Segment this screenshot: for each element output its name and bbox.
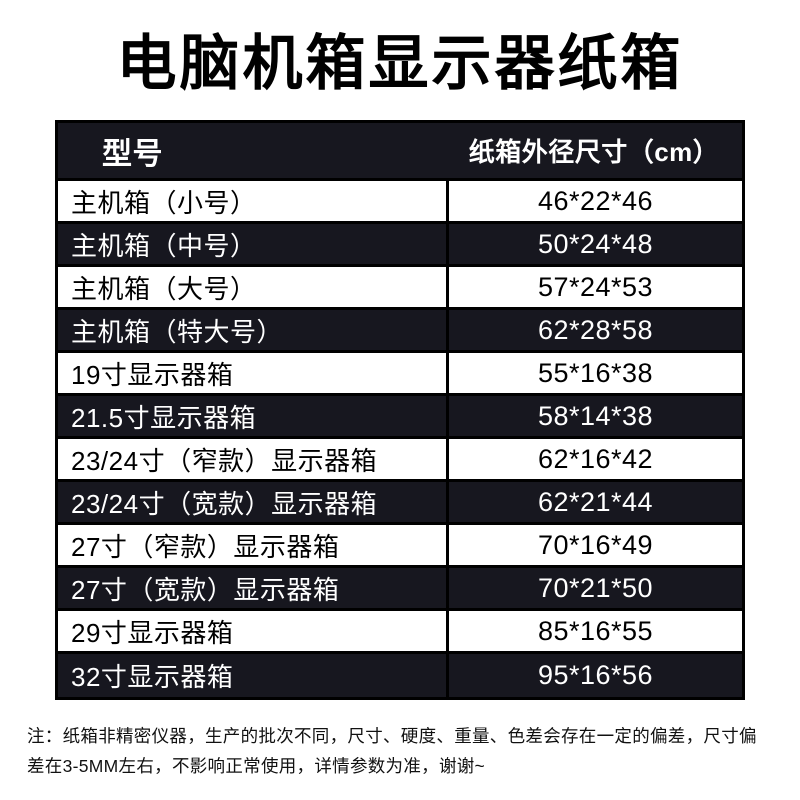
table-row: 19寸显示器箱 55*16*38: [58, 353, 742, 396]
model-cell: 主机箱（特大号）: [71, 316, 284, 347]
spec-table: 型号 纸箱外径尺寸（cm） 主机箱（小号） 46*22*46 主机箱（中号） 50*2…: [55, 120, 745, 700]
model-cell: 23/24寸（宽款）显示器箱: [71, 488, 378, 519]
size-cell: 70*21*50: [446, 568, 742, 608]
table-header-row: 型号 纸箱外径尺寸（cm）: [58, 123, 742, 181]
model-cell: 32寸显示器箱: [71, 662, 234, 692]
table-row: 主机箱（中号） 50*24*48: [58, 224, 742, 267]
model-cell: 27寸（宽款）显示器箱: [71, 574, 340, 605]
size-cell: 95*16*56: [446, 654, 742, 697]
model-cell: 主机箱（小号）: [71, 187, 257, 218]
table-row: 27寸（宽款）显示器箱 70*21*50: [58, 568, 742, 611]
table-row: 主机箱（特大号） 62*28*58: [58, 310, 742, 353]
model-cell: 27寸（窄款）显示器箱: [71, 531, 340, 562]
size-cell: 50*24*48: [446, 224, 742, 264]
page-title: 电脑机箱显示器纸箱: [116, 30, 684, 97]
size-cell: 62*28*58: [446, 310, 742, 350]
table-row: 23/24寸（宽款）显示器箱 62*21*44: [58, 482, 742, 525]
size-cell: 62*21*44: [446, 482, 742, 522]
model-cell: 23/24寸（窄款）显示器箱: [71, 445, 378, 476]
model-cell: 19寸显示器箱: [71, 359, 234, 390]
size-cell: 55*16*38: [446, 353, 742, 393]
model-cell: 主机箱（中号）: [71, 230, 257, 261]
model-cell: 29寸显示器箱: [71, 617, 234, 648]
size-cell: 57*24*53: [446, 267, 742, 307]
table-row: 27寸（窄款）显示器箱 70*16*49: [58, 525, 742, 568]
footnote: 注：纸箱非精密仪器，生产的批次不同，尺寸、硬度、重量、色差会存在一定的偏差，尺寸…: [27, 726, 757, 776]
header-model-column: 型号: [102, 137, 163, 171]
model-cell: 21.5寸显示器箱: [71, 402, 257, 433]
size-cell: 46*22*46: [446, 181, 742, 221]
size-cell: 62*16*42: [446, 439, 742, 479]
table-row: 主机箱（大号） 57*24*53: [58, 267, 742, 310]
table-row: 32寸显示器箱 95*16*56: [58, 654, 742, 697]
size-cell: 70*16*49: [446, 525, 742, 565]
table-row: 主机箱（小号） 46*22*46: [58, 181, 742, 224]
size-cell: 58*14*38: [446, 396, 742, 436]
table-row: 29寸显示器箱 85*16*55: [58, 611, 742, 654]
table-row: 21.5寸显示器箱 58*14*38: [58, 396, 742, 439]
model-cell: 主机箱（大号）: [71, 273, 257, 304]
table-row: 23/24寸（窄款）显示器箱 62*16*42: [58, 439, 742, 482]
header-size-column: 纸箱外径尺寸（cm）: [468, 137, 720, 167]
size-cell: 85*16*55: [446, 611, 742, 651]
